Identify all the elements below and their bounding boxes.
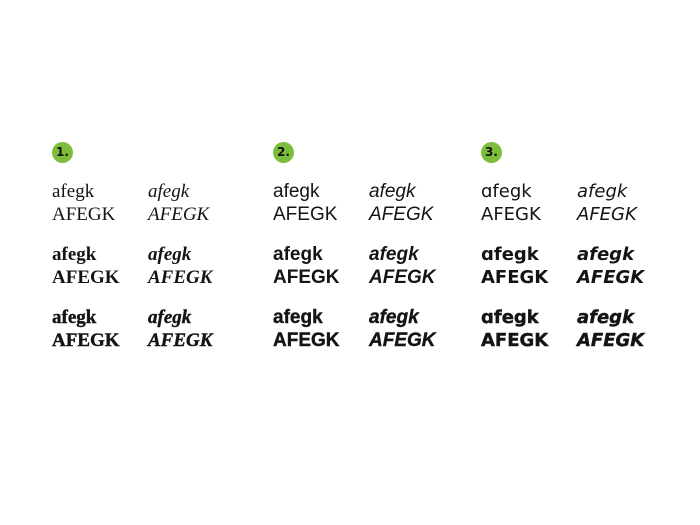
- bold-italic-sample: afegk AFEGK: [577, 306, 645, 352]
- uppercase-sample: AFEGK: [148, 330, 213, 351]
- bold-sample: afegk AFEGK: [273, 306, 340, 352]
- semibold-italic-sample: afegk AFEGK: [577, 243, 644, 289]
- bold-sample: ɑfegk AFEGK: [481, 306, 549, 352]
- regular-italic-sample: afegk AFEGK: [577, 180, 637, 226]
- lowercase-sample: afegk: [369, 244, 419, 265]
- uppercase-sample: AFEGK: [273, 204, 338, 225]
- uppercase-sample: AFEGK: [148, 267, 213, 288]
- lowercase-sample: afegk: [577, 307, 635, 328]
- lowercase-sample: afegk: [273, 244, 323, 265]
- semibold-sample: ɑfegk AFEGK: [481, 243, 548, 289]
- regular-italic-sample: afegk AFEGK: [369, 180, 433, 226]
- group-3: 3. ɑfegk AFEGK ɑfegk AFEGK ɑfegk AFEGK a…: [481, 142, 691, 362]
- lowercase-sample: ɑfegk: [481, 181, 532, 202]
- lowercase-sample: afegk: [52, 307, 97, 328]
- uppercase-sample: AFEGK: [577, 204, 637, 225]
- uppercase-sample: AFEGK: [273, 330, 340, 351]
- uppercase-sample: AFEGK: [52, 204, 116, 225]
- lowercase-sample: afegk: [273, 307, 323, 328]
- bold-sample: afegk AFEGK: [52, 306, 120, 352]
- uppercase-sample: AFEGK: [148, 204, 210, 225]
- lowercase-sample: afegk: [52, 244, 97, 265]
- regular-sample: afegk AFEGK: [52, 180, 115, 226]
- uppercase-sample: AFEGK: [577, 330, 645, 351]
- uppercase-sample: AFEGK: [481, 330, 549, 351]
- lowercase-sample: afegk: [52, 181, 95, 202]
- uppercase-sample: AFEGK: [481, 267, 549, 288]
- lowercase-sample: afegk: [148, 181, 190, 202]
- lowercase-sample: ɑfegk: [481, 307, 539, 328]
- uppercase-sample: AFEGK: [369, 267, 436, 288]
- regular-sample: afegk AFEGK: [273, 180, 337, 226]
- lowercase-sample: afegk: [148, 307, 192, 328]
- uppercase-sample: AFEGK: [273, 267, 340, 288]
- uppercase-sample: AFEGK: [369, 330, 436, 351]
- lowercase-sample: ɑfegk: [481, 244, 539, 265]
- regular-sample: ɑfegk AFEGK: [481, 180, 541, 226]
- semibold-sample: afegk AFEGK: [52, 243, 120, 289]
- group-number-badge: 2.: [273, 142, 294, 163]
- group-2: 2. afegk AFEGK afegk AFEGK afegk AFEGK a…: [273, 142, 483, 362]
- semibold-italic-sample: afegk AFEGK: [369, 243, 436, 289]
- group-number-badge: 3.: [481, 142, 502, 163]
- lowercase-sample: afegk: [369, 181, 416, 202]
- uppercase-sample: AFEGK: [577, 267, 645, 288]
- lowercase-sample: afegk: [577, 181, 628, 202]
- semibold-italic-sample: afegk AFEGK: [148, 243, 212, 289]
- regular-italic-sample: afegk AFEGK: [148, 180, 209, 226]
- lowercase-sample: afegk: [369, 307, 419, 328]
- lowercase-sample: afegk: [577, 244, 635, 265]
- bold-italic-sample: afegk AFEGK: [148, 306, 213, 352]
- bold-italic-sample: afegk AFEGK: [369, 306, 436, 352]
- semibold-sample: afegk AFEGK: [273, 243, 340, 289]
- uppercase-sample: AFEGK: [52, 330, 120, 351]
- lowercase-sample: afegk: [273, 181, 320, 202]
- group-1: 1. afegk AFEGK afegk AFEGK afegk AFEGK a…: [52, 142, 262, 362]
- uppercase-sample: AFEGK: [369, 204, 434, 225]
- lowercase-sample: afegk: [148, 244, 192, 265]
- group-number-badge: 1.: [52, 142, 73, 163]
- uppercase-sample: AFEGK: [481, 204, 541, 225]
- uppercase-sample: AFEGK: [52, 267, 120, 288]
